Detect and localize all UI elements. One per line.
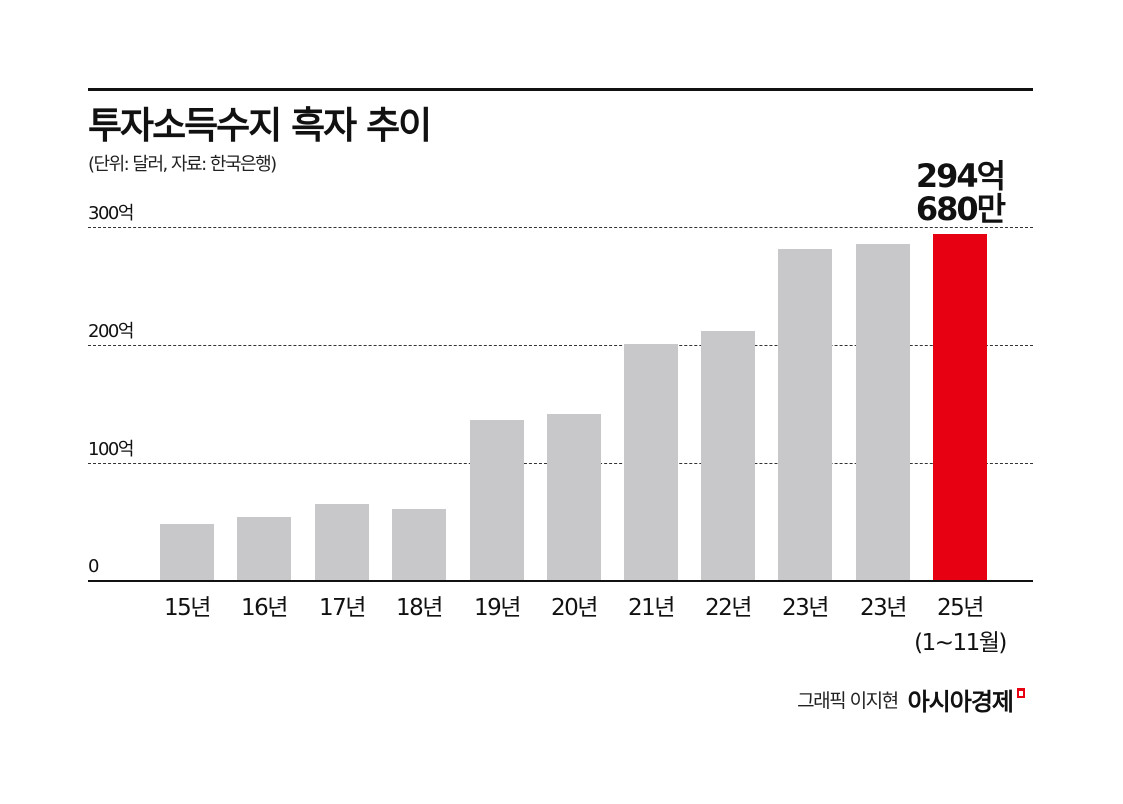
y-tick-300: 300억 [88, 203, 134, 224]
bar-23b [856, 244, 910, 581]
x-label-15: 15년 [164, 595, 211, 621]
bar-19 [470, 420, 524, 581]
gridline-200 [88, 345, 1033, 346]
x-sublabel-25: (1~11월) [914, 630, 1007, 656]
x-label-19: 19년 [474, 595, 521, 621]
chart-title: 투자소득수지 흑자 추이 [88, 104, 432, 147]
callout-value-line2: 680만 [915, 190, 1006, 228]
y-tick-100: 100억 [88, 439, 134, 460]
chart-subtitle: (단위: 달러, 자료: 한국은행) [88, 154, 277, 175]
plot-area: 300억 200억 100억 0 294억 680만 15년 16년 17년 1… [88, 0, 1033, 804]
x-label-17: 17년 [319, 595, 366, 621]
bar-22 [701, 331, 755, 581]
gridline-300 [88, 227, 1033, 228]
bar-18 [392, 509, 446, 581]
x-label-18: 18년 [396, 595, 443, 621]
x-label-21: 21년 [628, 595, 675, 621]
top-rule [88, 88, 1033, 91]
callout-value-line1: 294억 [915, 157, 1006, 195]
x-axis-baseline [88, 580, 1033, 582]
bar-17 [315, 504, 369, 581]
bar-25-highlight [933, 234, 987, 581]
graphic-credit: 그래픽 이지현 [797, 689, 899, 712]
x-label-20: 20년 [551, 595, 598, 621]
y-tick-0: 0 [88, 556, 99, 577]
x-label-16: 16년 [241, 595, 288, 621]
brand-logo-text: 아시아경제 [907, 687, 1014, 716]
brand-mark-icon [1017, 688, 1025, 698]
x-label-22: 22년 [705, 595, 752, 621]
bar-15 [160, 524, 214, 581]
x-label-25: 25년 [937, 595, 984, 621]
x-label-23a: 23년 [782, 595, 829, 621]
x-label-23b: 23년 [860, 595, 907, 621]
bar-20 [547, 414, 601, 581]
bar-23a [778, 249, 832, 581]
bar-21 [624, 344, 678, 581]
bar-16 [237, 517, 291, 581]
credit-line: 그래픽 이지현 아시아경제 [797, 682, 1025, 716]
y-tick-200: 200억 [88, 321, 134, 342]
